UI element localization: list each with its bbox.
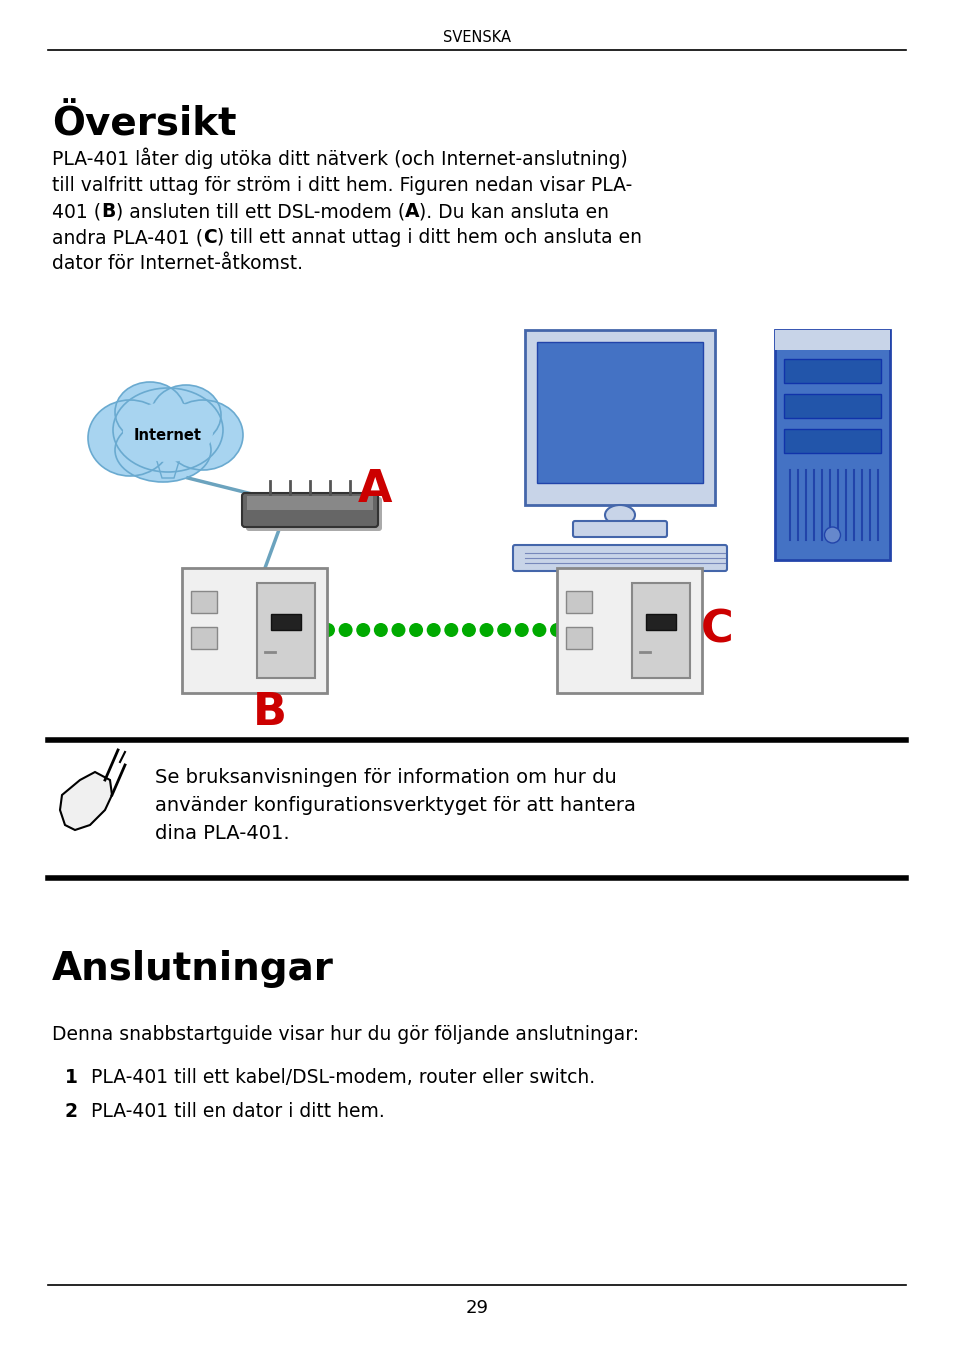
Circle shape <box>426 623 440 638</box>
Circle shape <box>479 623 493 638</box>
Ellipse shape <box>88 399 172 476</box>
FancyBboxPatch shape <box>783 429 880 453</box>
Ellipse shape <box>163 399 243 469</box>
Circle shape <box>823 527 840 543</box>
Text: A: A <box>357 468 392 511</box>
Text: C: C <box>203 229 216 247</box>
Text: 401 (: 401 ( <box>52 202 101 221</box>
FancyBboxPatch shape <box>573 521 666 537</box>
Text: PLA-401 till ett kabel/DSL-modem, router eller switch.: PLA-401 till ett kabel/DSL-modem, router… <box>85 1068 595 1087</box>
Text: 1: 1 <box>65 1068 78 1087</box>
FancyBboxPatch shape <box>246 498 381 531</box>
Circle shape <box>515 623 528 638</box>
Circle shape <box>497 623 511 638</box>
Text: använder konfigurationsverktyget för att hantera: använder konfigurationsverktyget för att… <box>154 796 636 815</box>
Text: Översikt: Översikt <box>52 105 236 143</box>
Ellipse shape <box>151 385 221 445</box>
Circle shape <box>338 623 353 638</box>
Text: ) till ett annat uttag i ditt hem och ansluta en: ) till ett annat uttag i ditt hem och an… <box>216 229 641 247</box>
Text: B: B <box>101 202 115 221</box>
FancyBboxPatch shape <box>257 582 315 678</box>
Text: B: B <box>253 691 287 734</box>
Circle shape <box>374 623 388 638</box>
Text: till valfritt uttag för ström i ditt hem. Figuren nedan visar PLA-: till valfritt uttag för ström i ditt hem… <box>52 176 632 195</box>
Ellipse shape <box>115 418 211 482</box>
Ellipse shape <box>604 504 635 525</box>
Text: A: A <box>404 202 418 221</box>
FancyBboxPatch shape <box>272 615 301 629</box>
Circle shape <box>550 623 563 638</box>
Text: Anslutningar: Anslutningar <box>52 950 334 989</box>
FancyBboxPatch shape <box>566 627 592 650</box>
Text: andra PLA-401 (: andra PLA-401 ( <box>52 229 203 247</box>
FancyBboxPatch shape <box>557 568 701 693</box>
Circle shape <box>532 623 546 638</box>
FancyBboxPatch shape <box>632 582 690 678</box>
Text: PLA-401 låter dig utöka ditt nätverk (och Internet-anslutning): PLA-401 låter dig utöka ditt nätverk (oc… <box>52 148 627 169</box>
Text: C: C <box>700 608 733 651</box>
Ellipse shape <box>123 402 213 461</box>
Text: Se bruksanvisningen för information om hur du: Se bruksanvisningen för information om h… <box>154 768 616 787</box>
Text: PLA-401 till en dator i ditt hem.: PLA-401 till en dator i ditt hem. <box>85 1102 384 1120</box>
Ellipse shape <box>112 387 223 472</box>
FancyBboxPatch shape <box>783 394 880 418</box>
FancyBboxPatch shape <box>524 330 714 504</box>
FancyBboxPatch shape <box>242 494 377 527</box>
FancyBboxPatch shape <box>783 359 880 383</box>
Circle shape <box>320 623 335 638</box>
Circle shape <box>461 623 476 638</box>
Circle shape <box>409 623 422 638</box>
Polygon shape <box>60 772 112 830</box>
FancyBboxPatch shape <box>192 627 217 650</box>
FancyBboxPatch shape <box>247 496 373 510</box>
Text: Internet: Internet <box>133 428 202 443</box>
FancyBboxPatch shape <box>182 568 327 693</box>
FancyBboxPatch shape <box>192 590 217 613</box>
Ellipse shape <box>115 382 185 443</box>
Text: 29: 29 <box>465 1299 488 1317</box>
Text: ). Du kan ansluta en: ). Du kan ansluta en <box>418 202 609 221</box>
Text: SVENSKA: SVENSKA <box>442 31 511 46</box>
Text: ) ansluten till ett DSL-modem (: ) ansluten till ett DSL-modem ( <box>115 202 404 221</box>
Circle shape <box>444 623 457 638</box>
Text: 2: 2 <box>65 1102 78 1120</box>
FancyBboxPatch shape <box>774 330 889 560</box>
FancyBboxPatch shape <box>566 590 592 613</box>
FancyBboxPatch shape <box>513 545 726 572</box>
FancyBboxPatch shape <box>537 342 702 483</box>
FancyBboxPatch shape <box>646 615 676 629</box>
Circle shape <box>355 623 370 638</box>
Text: dator för Internet-åtkomst.: dator för Internet-åtkomst. <box>52 254 303 273</box>
FancyBboxPatch shape <box>774 330 889 350</box>
Polygon shape <box>156 459 180 477</box>
Text: dina PLA-401.: dina PLA-401. <box>154 824 290 843</box>
Text: Denna snabbstartguide visar hur du gör följande anslutningar:: Denna snabbstartguide visar hur du gör f… <box>52 1025 639 1044</box>
Circle shape <box>391 623 405 638</box>
